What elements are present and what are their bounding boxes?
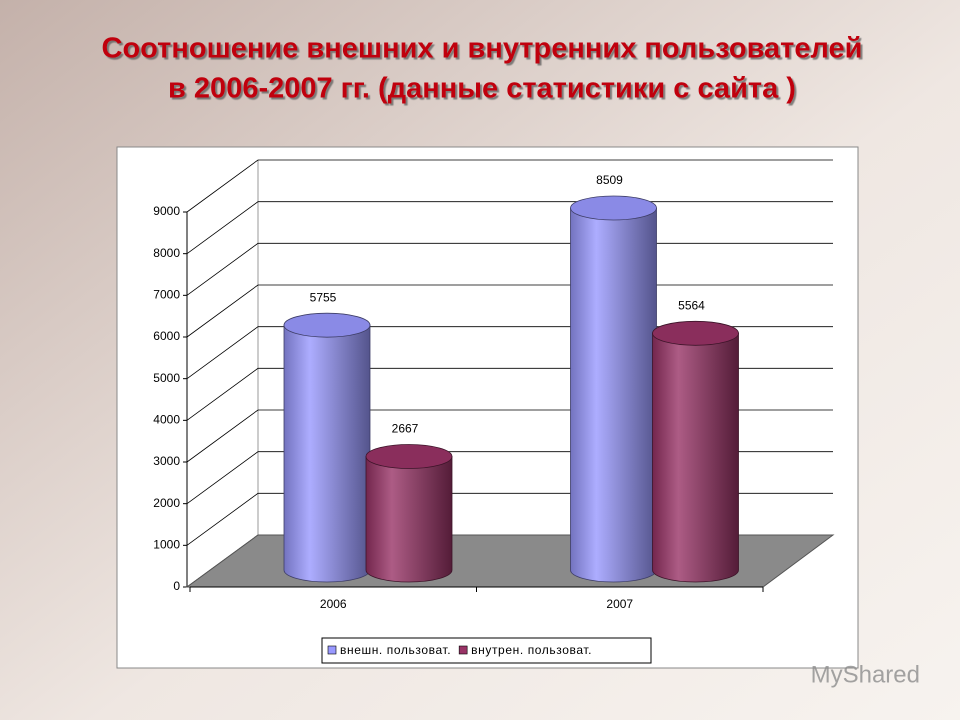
y-tick-label: 1000 <box>153 538 180 552</box>
watermark: MyShared <box>811 661 920 688</box>
y-tick-label: 9000 <box>153 204 180 218</box>
y-tick-label: 4000 <box>153 413 180 427</box>
value-label: 8509 <box>596 173 623 187</box>
x-tick-label: 2006 <box>320 597 347 611</box>
y-tick-label: 5000 <box>153 371 180 385</box>
y-tick-label: 3000 <box>153 454 180 468</box>
chart-title: Соотношение внешних и внутренних пользов… <box>102 33 863 65</box>
bar <box>570 207 657 583</box>
y-tick-label: 2000 <box>153 496 180 510</box>
plot-area <box>116 146 859 669</box>
legend <box>321 637 652 664</box>
bar-cap <box>570 195 657 221</box>
y-tick-label: 6000 <box>153 329 180 343</box>
legend-label: внутрен. пользоват. <box>471 643 592 657</box>
bar-cap <box>365 444 453 469</box>
legend-swatch <box>458 645 468 655</box>
grid-line <box>186 159 833 213</box>
legend-label: внешн. пользоват. <box>340 643 451 657</box>
bar-cap <box>283 312 371 338</box>
bar <box>652 332 739 583</box>
bar <box>365 456 453 583</box>
legend-swatch <box>327 645 337 655</box>
value-label: 5564 <box>678 298 705 312</box>
bar-cap <box>652 320 739 346</box>
y-tick-label: 8000 <box>153 246 180 260</box>
y-tick-label: 7000 <box>153 288 180 302</box>
chart-title: в 2006-2007 гг. (данные статистики с сай… <box>168 73 796 105</box>
bar <box>283 324 371 583</box>
value-label: 2667 <box>392 422 419 436</box>
y-tick-label: 0 <box>173 579 180 593</box>
x-tick-label: 2007 <box>606 597 633 611</box>
value-label: 5755 <box>310 290 337 304</box>
